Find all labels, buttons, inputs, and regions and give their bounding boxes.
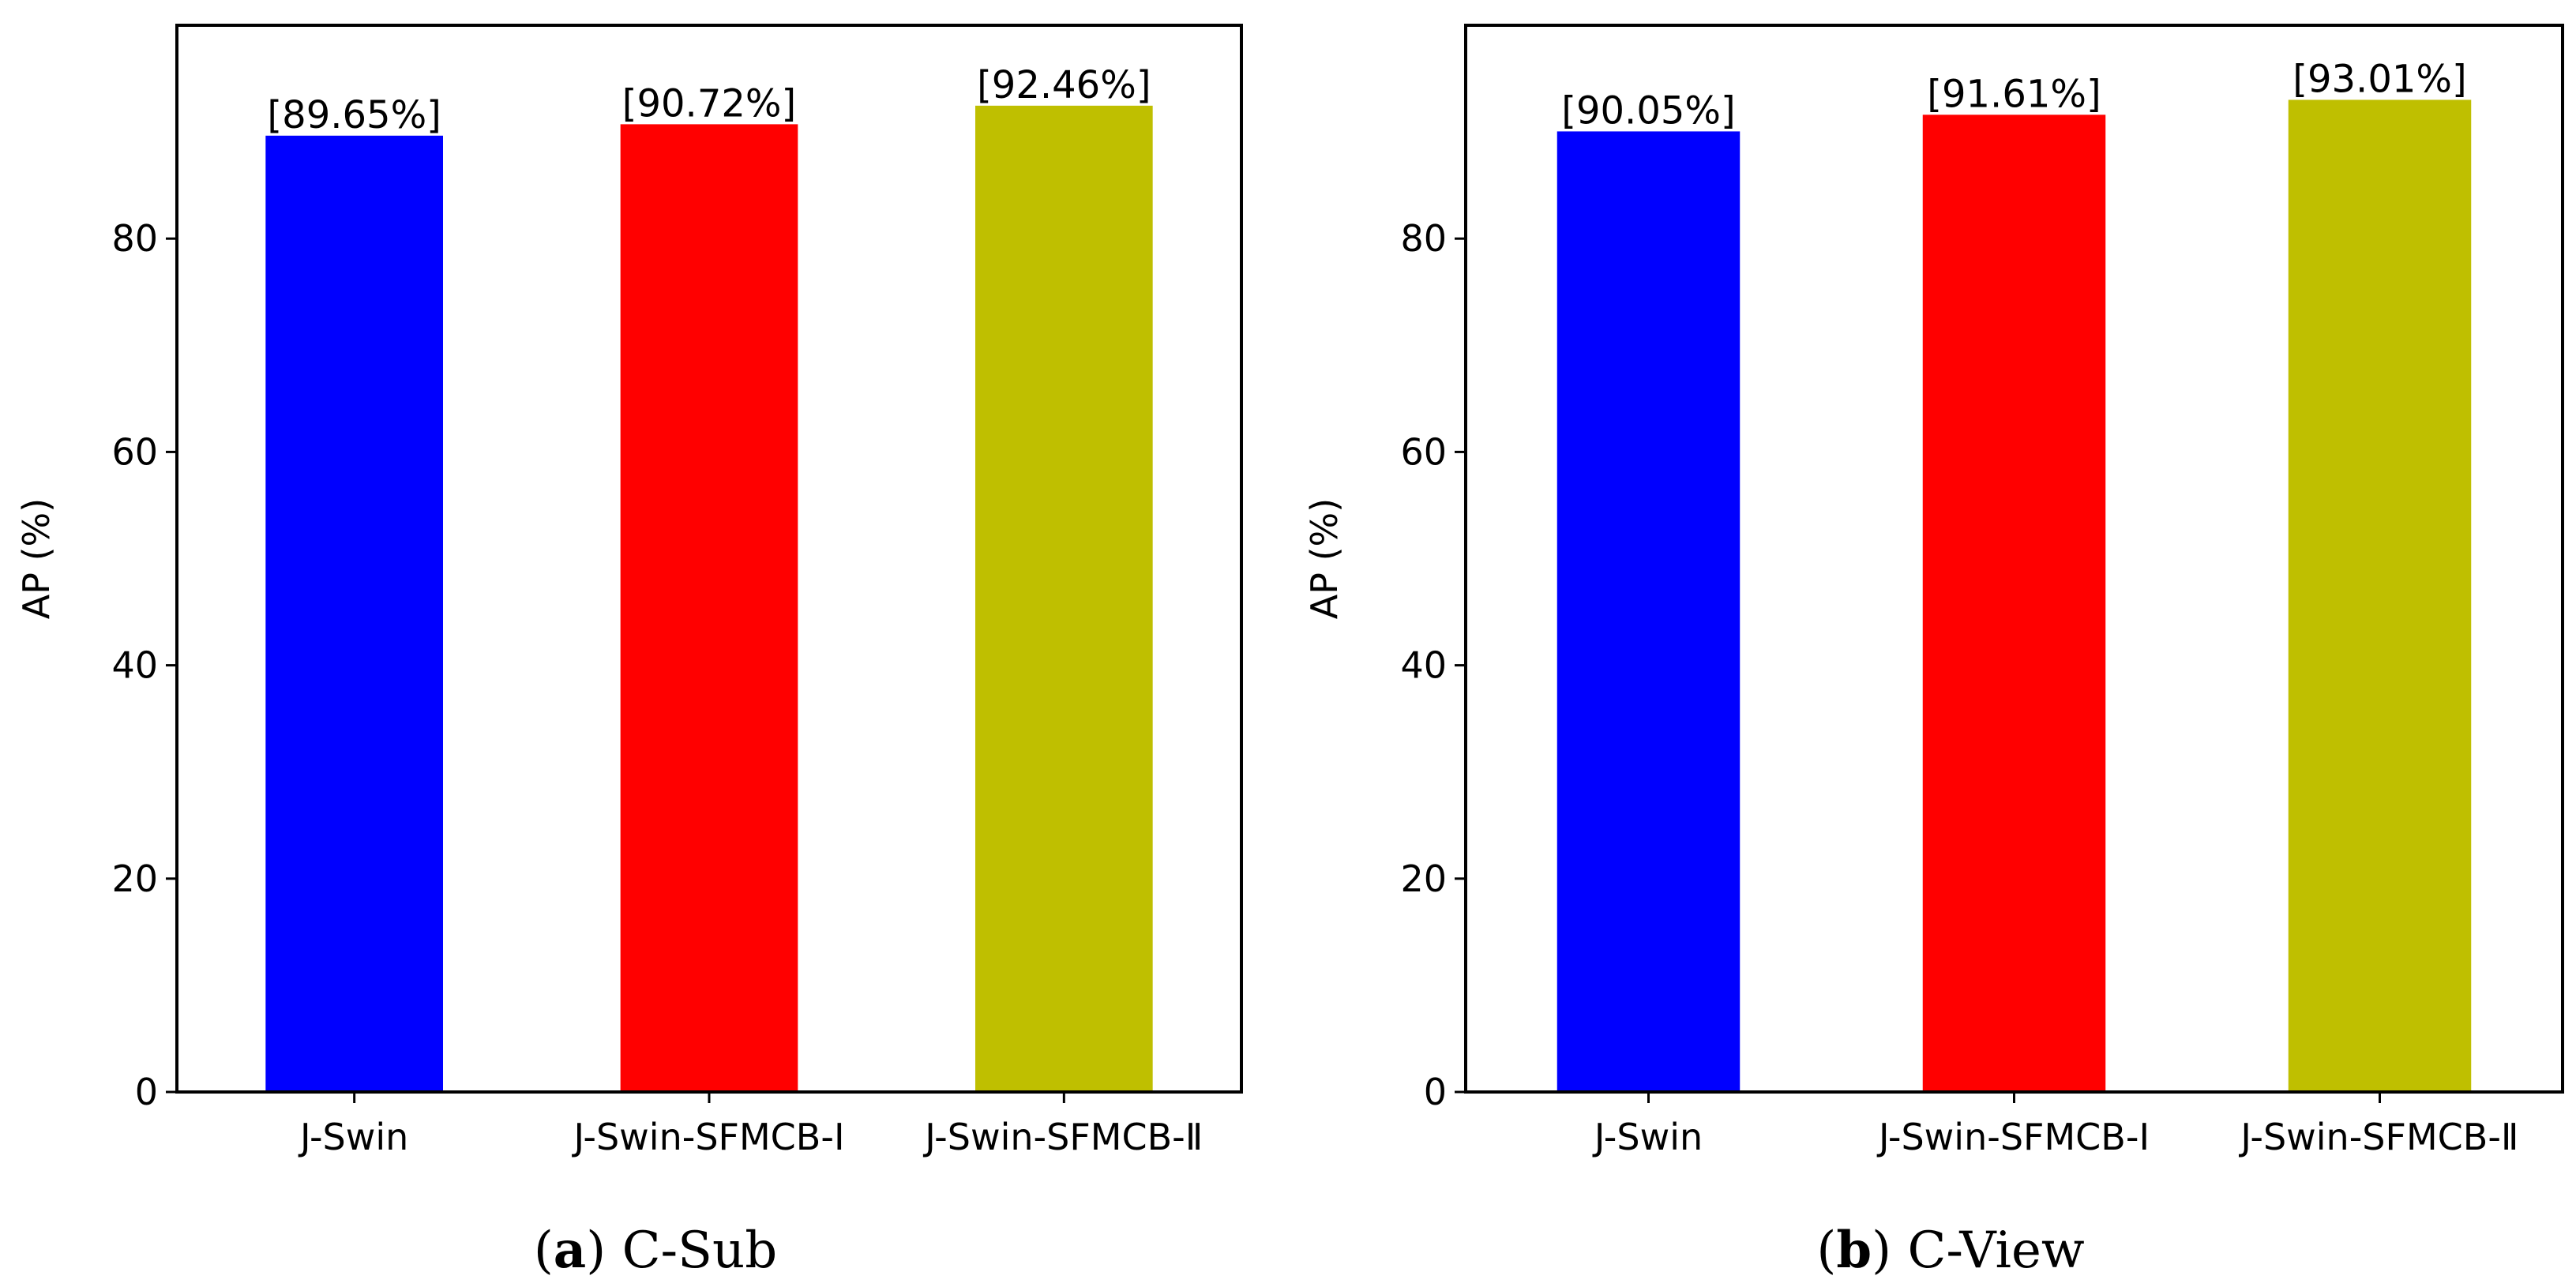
y-ticks-group: 0 20 40 60 80 — [111, 217, 177, 1113]
y-tick-label: 20 — [1400, 857, 1447, 900]
y-ticks-group: 0 20 40 60 80 — [1400, 217, 1466, 1113]
caption-close-paren: ) — [586, 1221, 621, 1280]
chart-panel-b: [90.05%] [91.61%] [93.01%] 0 20 40 60 80 J-Swi… — [1303, 24, 2564, 1280]
chart-panel-a: [89.65%] [90.72%] [92.46%] 0 20 40 60 80 J-Swi… — [15, 24, 1243, 1280]
bar-3 — [975, 105, 1153, 1093]
x-tick-label: J-Swin-SFMCB-Ⅱ — [922, 1116, 1203, 1158]
caption-open-paren: ( — [534, 1221, 554, 1280]
caption-text: C-Sub — [622, 1221, 778, 1280]
bar-value-label: [90.72%] — [622, 81, 796, 126]
caption-open-paren: ( — [1816, 1221, 1836, 1280]
value-labels-group: [90.05%] [91.61%] [93.01%] — [1561, 57, 2466, 133]
caption-text: C-View — [1907, 1221, 2084, 1280]
y-tick-label: 40 — [111, 644, 158, 687]
caption-letter: b — [1836, 1221, 1872, 1280]
bar-value-label: [93.01%] — [2292, 57, 2466, 101]
y-tick-label: 80 — [1400, 217, 1447, 260]
y-tick-label: 20 — [111, 857, 158, 900]
value-labels-group: [89.65%] [90.72%] [92.46%] — [267, 63, 1151, 137]
bar-3 — [2288, 99, 2472, 1092]
bars-group — [265, 105, 1153, 1093]
bar-value-label: [90.05%] — [1561, 88, 1735, 133]
caption-letter: a — [554, 1221, 586, 1280]
y-tick-label: 80 — [111, 217, 158, 260]
plot-frame — [1464, 24, 2564, 1094]
bar-value-label: [89.65%] — [267, 93, 441, 137]
bar-value-label: [92.46%] — [977, 63, 1151, 107]
x-tick-label: J-Swin-SFMCB-Ⅱ — [2238, 1116, 2518, 1158]
plot-frame — [175, 24, 1243, 1094]
bar-2 — [620, 124, 798, 1092]
bar-2 — [1922, 114, 2106, 1093]
bars-group — [1556, 99, 2472, 1093]
y-tick-label: 0 — [1424, 1071, 1447, 1113]
x-tick-label: J-Swin — [298, 1116, 408, 1158]
y-tick-label: 0 — [135, 1071, 158, 1113]
x-ticks-group: J-Swin J-Swin-SFMCB-I J-Swin-SFMCB-Ⅱ — [1592, 1092, 2519, 1158]
y-axis-label: AP (%) — [15, 498, 58, 619]
x-tick-label: J-Swin-SFMCB-I — [571, 1116, 844, 1158]
panel-caption: (a) C-Sub — [534, 1221, 777, 1280]
y-axis-label: AP (%) — [1303, 498, 1346, 619]
y-tick-label: 60 — [111, 430, 158, 473]
x-tick-label: J-Swin — [1592, 1116, 1703, 1158]
bar-1 — [265, 135, 443, 1093]
x-ticks-group: J-Swin J-Swin-SFMCB-I J-Swin-SFMCB-Ⅱ — [298, 1092, 1203, 1158]
y-tick-label: 60 — [1400, 430, 1447, 473]
caption-close-paren: ) — [1872, 1221, 1907, 1280]
bar-value-label: [91.61%] — [1927, 72, 2101, 116]
panel-caption: (b) C-View — [1816, 1221, 2084, 1280]
bar-1 — [1556, 131, 1740, 1092]
x-tick-label: J-Swin-SFMCB-I — [1876, 1116, 2150, 1158]
y-tick-label: 40 — [1400, 644, 1447, 687]
